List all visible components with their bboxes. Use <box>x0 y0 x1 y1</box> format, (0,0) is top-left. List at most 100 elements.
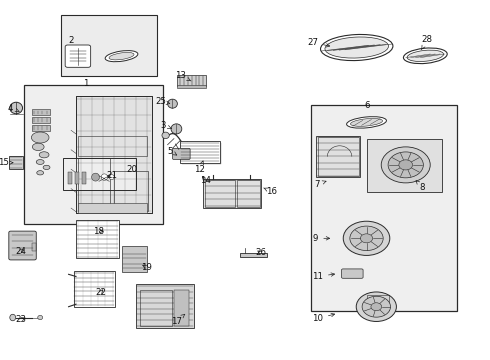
Bar <box>32 117 50 123</box>
Bar <box>76 96 152 213</box>
Ellipse shape <box>38 315 43 320</box>
Ellipse shape <box>162 132 170 139</box>
Text: 18: 18 <box>94 227 104 236</box>
Text: 4: 4 <box>8 104 19 112</box>
Bar <box>177 85 206 88</box>
Ellipse shape <box>403 48 447 64</box>
Bar <box>140 290 171 326</box>
Bar <box>311 105 457 311</box>
Bar <box>180 141 220 163</box>
Ellipse shape <box>10 314 16 321</box>
Bar <box>318 137 359 176</box>
Ellipse shape <box>371 303 382 311</box>
Text: 21: 21 <box>106 171 117 180</box>
Text: 23: 23 <box>15 315 26 324</box>
Text: 25: 25 <box>155 97 170 106</box>
Bar <box>76 96 152 213</box>
FancyBboxPatch shape <box>172 148 190 159</box>
Text: 15: 15 <box>0 158 13 167</box>
Bar <box>240 253 267 257</box>
Bar <box>76 220 119 258</box>
Text: 9: 9 <box>313 234 330 243</box>
Bar <box>114 171 148 211</box>
Bar <box>9 156 23 169</box>
Bar <box>367 295 389 310</box>
Ellipse shape <box>32 143 44 150</box>
Ellipse shape <box>37 171 44 175</box>
Ellipse shape <box>356 292 396 321</box>
Ellipse shape <box>343 221 390 256</box>
Bar <box>82 172 86 184</box>
Ellipse shape <box>399 160 413 170</box>
Ellipse shape <box>350 118 383 126</box>
Bar <box>122 246 147 272</box>
Text: 12: 12 <box>195 161 205 174</box>
Bar <box>136 284 194 328</box>
Text: 6: 6 <box>365 100 370 109</box>
Ellipse shape <box>388 152 423 178</box>
Bar <box>32 243 36 251</box>
Bar <box>316 136 360 177</box>
Text: 7: 7 <box>315 180 326 189</box>
Ellipse shape <box>92 173 99 181</box>
FancyBboxPatch shape <box>342 269 363 278</box>
Bar <box>177 75 206 86</box>
Ellipse shape <box>31 132 49 143</box>
Bar <box>24 85 163 224</box>
Ellipse shape <box>325 37 389 58</box>
Ellipse shape <box>350 226 383 251</box>
Ellipse shape <box>346 117 387 128</box>
Text: 3: 3 <box>160 121 172 130</box>
Ellipse shape <box>109 53 134 60</box>
Bar <box>74 271 115 307</box>
Text: 22: 22 <box>95 288 106 297</box>
Ellipse shape <box>320 35 393 60</box>
Bar <box>182 143 221 164</box>
Ellipse shape <box>361 234 372 243</box>
Ellipse shape <box>171 124 182 134</box>
Bar <box>78 136 147 156</box>
Text: 10: 10 <box>312 313 335 323</box>
Bar <box>78 203 147 213</box>
Bar <box>367 139 442 192</box>
Bar <box>205 180 235 207</box>
Text: 28: 28 <box>421 35 433 49</box>
Text: 1: 1 <box>83 79 89 88</box>
Text: 5: 5 <box>168 147 177 156</box>
Text: 14: 14 <box>200 176 211 185</box>
Ellipse shape <box>10 102 23 114</box>
Text: 8: 8 <box>416 181 425 192</box>
Bar <box>61 15 157 76</box>
Text: 13: 13 <box>175 71 191 81</box>
Bar <box>32 125 50 131</box>
FancyBboxPatch shape <box>65 45 91 67</box>
Ellipse shape <box>168 99 177 108</box>
Bar <box>32 109 50 115</box>
Ellipse shape <box>362 296 391 317</box>
Bar <box>68 172 72 184</box>
Bar <box>174 290 189 326</box>
Ellipse shape <box>43 165 50 170</box>
Text: 24: 24 <box>15 247 26 256</box>
Ellipse shape <box>109 175 114 180</box>
Bar <box>203 179 261 208</box>
Bar <box>75 172 79 184</box>
Text: 17: 17 <box>171 314 185 325</box>
Bar <box>78 158 110 211</box>
Bar <box>63 158 136 190</box>
Text: 11: 11 <box>312 272 335 281</box>
Ellipse shape <box>407 50 443 62</box>
Ellipse shape <box>36 159 44 165</box>
Text: 16: 16 <box>264 187 277 196</box>
FancyBboxPatch shape <box>9 231 36 260</box>
Ellipse shape <box>105 51 138 62</box>
Text: 2: 2 <box>68 36 74 45</box>
Ellipse shape <box>101 174 108 180</box>
Bar <box>237 180 260 207</box>
Ellipse shape <box>381 147 430 183</box>
Text: 27: 27 <box>307 38 330 47</box>
Text: 20: 20 <box>127 165 138 174</box>
Ellipse shape <box>39 152 49 158</box>
Text: 19: 19 <box>141 263 151 271</box>
Text: 26: 26 <box>255 248 266 257</box>
